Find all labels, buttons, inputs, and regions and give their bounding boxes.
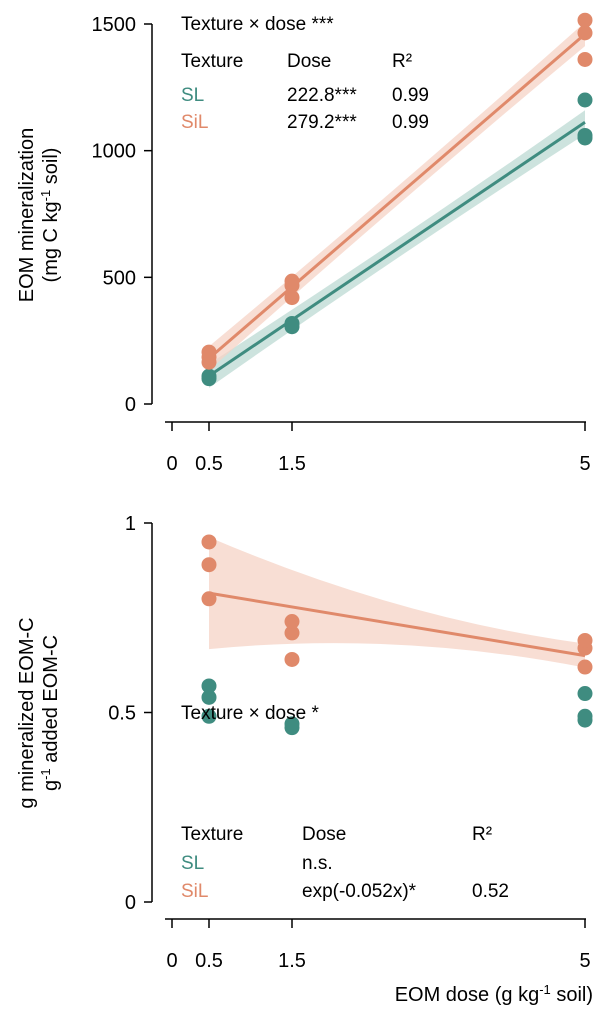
fit-lines <box>208 591 586 658</box>
col-texture: Texture <box>181 51 243 72</box>
data-point-sil <box>201 344 217 360</box>
x-tick-label: 1.5 <box>278 950 306 972</box>
x-axis-title: EOM dose (g kg-1 soil) <box>395 982 593 1007</box>
row-sil-r2: 0.99 <box>392 112 429 133</box>
fit-line-sil <box>208 591 586 658</box>
y-tick-label: 0.5 <box>108 703 136 725</box>
data-point-sl <box>201 368 217 384</box>
table-title: Texture × dose * <box>181 703 319 724</box>
y-tick-label: 1500 <box>92 14 137 36</box>
y-axis-label-units: (mg C kg-1 soil) <box>38 148 63 283</box>
panel-bottom: 00.51 0 0.5 1.5 5 g mineralized EOM-C g-1 a… <box>16 513 593 1006</box>
data-point-sil <box>577 632 593 648</box>
data-point-sil <box>284 625 300 641</box>
data-point-sl <box>201 708 217 724</box>
data-point-sil <box>284 651 300 667</box>
data-point-sl <box>577 686 593 702</box>
data-point-sl <box>577 92 593 108</box>
data-point-sil <box>201 534 217 550</box>
data-point-sil <box>201 591 217 607</box>
x-tick-label: 5 <box>579 453 590 475</box>
col-dose: Dose <box>302 824 346 845</box>
table-title: Texture × dose *** <box>181 14 334 35</box>
row-sil-texture: SiL <box>181 881 208 902</box>
stats-table: Texture × dose * Texture Dose R² SL n.s.… <box>181 703 509 902</box>
x-tick-label: 0 <box>166 950 177 972</box>
y-tick-label: 1 <box>125 513 136 535</box>
x-tick-label: 0.5 <box>195 453 223 475</box>
x-tick-label: 0 <box>166 453 177 475</box>
y-axis-label-units: g-1 added EOM-C <box>38 635 63 791</box>
y-tick-label: 1000 <box>92 141 137 163</box>
y-axis-label: g mineralized EOM-C <box>16 617 38 808</box>
x-ticks: 0 0.5 1.5 5 <box>166 919 591 972</box>
row-sl-dose: 222.8*** <box>287 85 357 106</box>
data-point-sil <box>577 659 593 675</box>
data-point-sl <box>577 127 593 143</box>
y-axis-label: EOM mineralization <box>16 128 38 303</box>
y-tick-label: 0 <box>125 394 136 416</box>
data-points <box>201 12 593 387</box>
confidence-bands <box>209 537 585 668</box>
data-point-sil <box>284 290 300 306</box>
x-tick-label: 1.5 <box>278 453 306 475</box>
row-sl-dose: n.s. <box>302 853 333 874</box>
data-point-sl <box>577 708 593 724</box>
col-r2: R² <box>472 824 492 845</box>
row-sil-r2: 0.52 <box>472 881 509 902</box>
data-point-sil <box>201 557 217 573</box>
fit-lines <box>208 32 586 378</box>
col-texture: Texture <box>181 824 243 845</box>
x-tick-label: 0.5 <box>195 950 223 972</box>
row-sil-texture: SiL <box>181 112 208 133</box>
data-point-sl <box>284 315 300 331</box>
data-point-sil <box>577 51 593 67</box>
data-point-sil <box>577 25 593 41</box>
y-tick-label: 0 <box>125 892 136 914</box>
row-sl-texture: SL <box>181 853 204 874</box>
data-point-sl <box>201 678 217 694</box>
col-r2: R² <box>392 51 412 72</box>
confidence-band-sil <box>209 537 585 668</box>
data-point-sil <box>284 273 300 289</box>
x-tick-label: 5 <box>579 950 590 972</box>
confidence-bands <box>209 22 585 388</box>
data-point-sl <box>201 689 217 705</box>
fit-line-sl <box>208 121 586 378</box>
data-point-sil <box>577 12 593 28</box>
y-ticks: 0 500 1000 1500 <box>92 14 152 416</box>
row-sl-r2: 0.99 <box>392 85 429 106</box>
y-ticks: 00.51 <box>108 513 152 914</box>
fit-line-sil <box>208 32 586 360</box>
panel-top: 0 500 1000 1500 0 0.5 1.5 5 EOM mineralization… <box>16 12 593 475</box>
data-points <box>201 534 593 736</box>
row-sl-texture: SL <box>181 85 204 106</box>
data-point-sl <box>284 716 300 732</box>
x-ticks: 0 0.5 1.5 5 <box>166 422 591 475</box>
data-point-sil <box>284 614 300 630</box>
row-sil-dose: exp(-0.052x)* <box>302 881 417 902</box>
stats-table: Texture × dose *** Texture Dose R² SL 22… <box>181 14 429 133</box>
row-sil-dose: 279.2*** <box>287 112 357 133</box>
col-dose: Dose <box>287 51 331 72</box>
y-tick-label: 500 <box>103 267 136 289</box>
